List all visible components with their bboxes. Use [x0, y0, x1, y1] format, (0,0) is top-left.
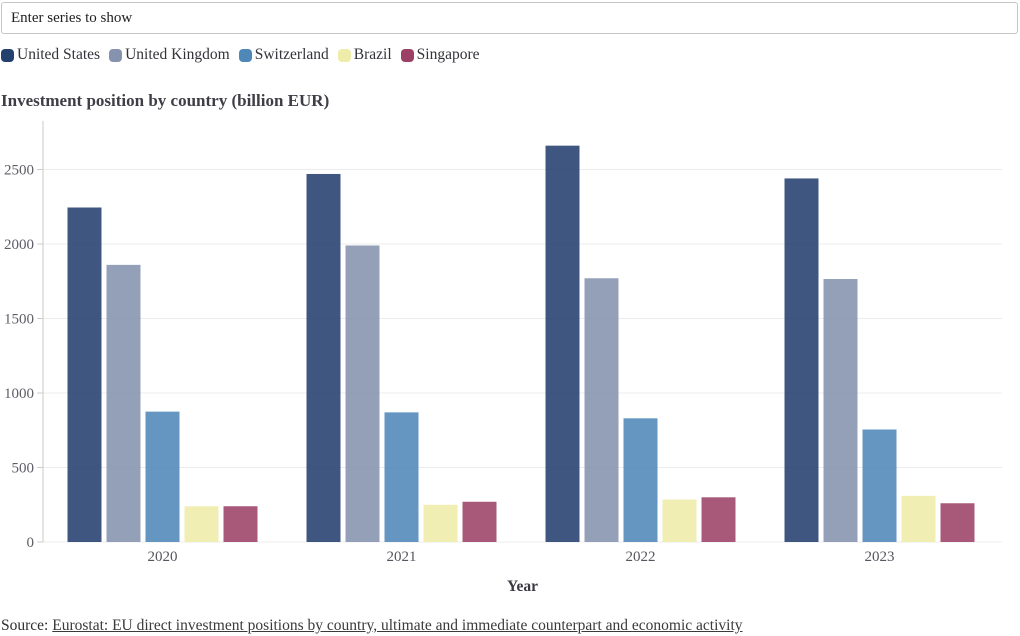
y-tick-label: 500 [12, 461, 35, 477]
source-link[interactable]: Eurostat: EU direct investment positions… [52, 617, 743, 634]
legend-item-switzerland: Switzerland [238, 46, 329, 64]
bar-brazil-2020 [184, 506, 219, 542]
legend-item-united-states: United States [1, 46, 100, 64]
bar-united-kingdom-2022 [584, 278, 619, 542]
x-tick-label: 2022 [626, 549, 656, 565]
legend-swatch-icon [400, 48, 414, 62]
legend-item-singapore: Singapore [400, 46, 480, 64]
bar-singapore-2021 [462, 501, 497, 542]
bar-singapore-2020 [223, 506, 258, 542]
bar-united-states-2021 [306, 173, 341, 542]
bar-united-kingdom-2021 [345, 245, 380, 543]
legend-swatch-icon [238, 48, 252, 62]
y-tick-label: 1000 [4, 386, 34, 402]
bar-united-states-2020 [67, 207, 102, 542]
y-tick-label: 0 [27, 535, 35, 551]
legend-swatch-icon [1, 48, 14, 62]
legend-item-brazil: Brazil [337, 46, 392, 64]
x-tick-label: 2021 [387, 549, 417, 565]
bar-switzerland-2020 [145, 411, 180, 542]
legend-label: Singapore [416, 46, 480, 63]
bar-switzerland-2023 [862, 429, 897, 542]
legend-item-united-kingdom: United Kingdom [109, 46, 230, 64]
y-tick-label: 1500 [4, 312, 34, 328]
bar-singapore-2023 [940, 503, 975, 542]
legend-label: Switzerland [254, 46, 329, 63]
bar-switzerland-2022 [623, 418, 658, 542]
bar-chart: 0 500 1000 1500 2000 2500 2020 2021 2022 2023 [4, 121, 1002, 565]
bar-united-kingdom-2020 [106, 264, 141, 542]
bar-united-states-2022 [545, 145, 580, 542]
bar-brazil-2022 [662, 499, 697, 542]
y-tick-label: 2500 [4, 163, 34, 179]
bar-brazil-2023 [901, 495, 936, 542]
legend-label: United States [17, 46, 101, 63]
series-filter-input[interactable] [1, 2, 1018, 34]
source-line: Source: Eurostat: EU direct investment p… [1, 617, 743, 635]
x-axis-title: Year [507, 578, 538, 595]
bar-united-kingdom-2023 [823, 279, 858, 542]
legend-label: United Kingdom [125, 46, 230, 63]
bar-united-states-2023 [784, 178, 819, 542]
chart-title: Investment position by country (billion … [1, 91, 330, 110]
chart-legend: United States United Kingdom Switzerland Br… [1, 46, 480, 64]
source-prefix: Source: [1, 617, 53, 634]
legend-swatch-icon [337, 48, 351, 62]
x-tick-label: 2020 [148, 549, 178, 565]
y-tick-label: 2000 [4, 237, 34, 253]
bar-brazil-2021 [423, 504, 458, 542]
legend-swatch-icon [109, 48, 123, 62]
legend-label: Brazil [353, 46, 392, 63]
bar-singapore-2022 [701, 497, 736, 542]
series-filter [1, 2, 1018, 34]
x-tick-label: 2023 [865, 549, 895, 565]
bar-switzerland-2021 [384, 412, 419, 542]
